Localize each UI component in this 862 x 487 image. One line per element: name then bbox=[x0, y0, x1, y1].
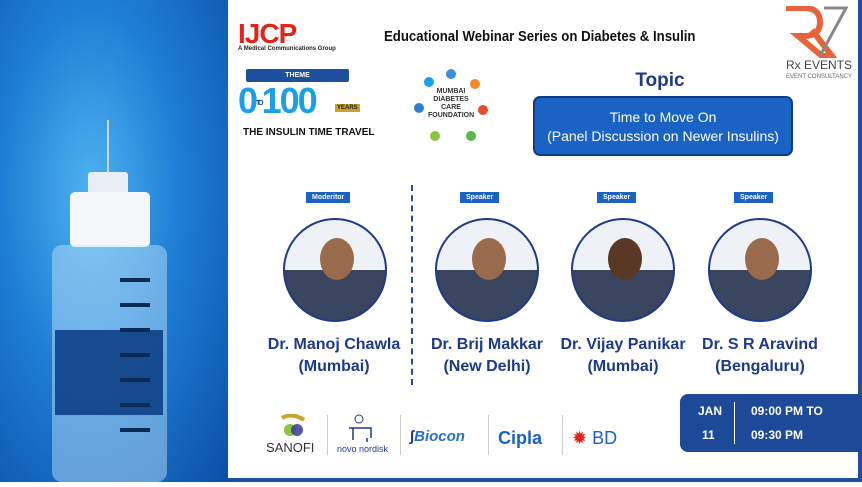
rx-events-name: Rx EVENTS bbox=[786, 58, 853, 72]
ijcp-logo: IJCP bbox=[238, 18, 297, 49]
sponsor-bd: ✹ BD bbox=[572, 428, 618, 448]
role-tag: Speaker bbox=[734, 192, 774, 203]
sponsor-novo-nordisk: novo nordisk bbox=[337, 444, 389, 454]
theme-badge: THEME bbox=[246, 69, 349, 82]
speaker-name: Dr. Vijay Panikar (Mumbai) bbox=[560, 336, 686, 375]
theme-range: 0TO100 bbox=[238, 80, 318, 121]
divider bbox=[488, 415, 489, 455]
ijcp-tagline: A Medical Communications Group bbox=[238, 46, 336, 52]
bd-logo-icon: ✹ bbox=[572, 428, 588, 448]
sponsor-sanofi: SANOFI bbox=[266, 440, 315, 455]
topic-line1: Time to Move On bbox=[609, 109, 717, 125]
rx-events-tagline: EVENT CONSULTANCY bbox=[786, 74, 853, 80]
theme-subtitle: THE INSULIN TIME TRAVEL bbox=[243, 127, 375, 138]
divider bbox=[411, 185, 413, 385]
foundation-logo-icon bbox=[414, 69, 488, 141]
role-tag: Speaker bbox=[597, 192, 637, 203]
avatar bbox=[571, 218, 675, 322]
divider bbox=[562, 415, 563, 455]
theme-years: YEARS bbox=[335, 104, 360, 112]
page-title: Educational Webinar Series on Diabetes &… bbox=[384, 28, 696, 45]
divider bbox=[327, 415, 328, 455]
syringe-image bbox=[0, 0, 228, 482]
divider bbox=[400, 415, 401, 455]
date-month: JAN bbox=[698, 404, 723, 418]
topic-line2: (Panel Discussion on Newer Insulins) bbox=[547, 128, 779, 144]
date-day: 11 bbox=[702, 428, 715, 442]
divider bbox=[734, 402, 735, 444]
content-frame bbox=[228, 0, 862, 482]
speaker-name: Dr. Manoj Chawla (Mumbai) bbox=[267, 336, 401, 375]
speaker-name: Dr. Brij Makkar (New Delhi) bbox=[430, 336, 544, 375]
avatar bbox=[708, 218, 812, 322]
start-time: 09:00 PM TO bbox=[751, 404, 823, 418]
novo-nordisk-bull-icon bbox=[349, 414, 372, 442]
sanofi-logo-icon bbox=[280, 414, 306, 436]
rx-events-logo-icon bbox=[786, 6, 848, 58]
role-tag: Speaker bbox=[460, 192, 500, 203]
date-time-box: JAN 11 09:00 PM TO 09:30 PM bbox=[680, 394, 862, 452]
speaker-name: Dr. S R Aravind (Bengaluru) bbox=[702, 336, 818, 375]
end-time: 09:30 PM bbox=[751, 428, 804, 442]
topic-box: Time to Move On (Panel Discussion on Newe… bbox=[533, 96, 793, 156]
sponsor-cipla: Cipla bbox=[498, 428, 543, 448]
foundation-name: MUMBAI DIABETES CARE FOUNDATION bbox=[428, 88, 475, 119]
sponsor-biocon: ∫Biocon bbox=[410, 428, 465, 445]
avatar bbox=[435, 218, 539, 322]
topic-heading: Topic bbox=[635, 70, 685, 91]
syringe-icon bbox=[52, 120, 167, 482]
role-tag: Moderitor bbox=[306, 192, 351, 203]
avatar bbox=[283, 218, 387, 322]
